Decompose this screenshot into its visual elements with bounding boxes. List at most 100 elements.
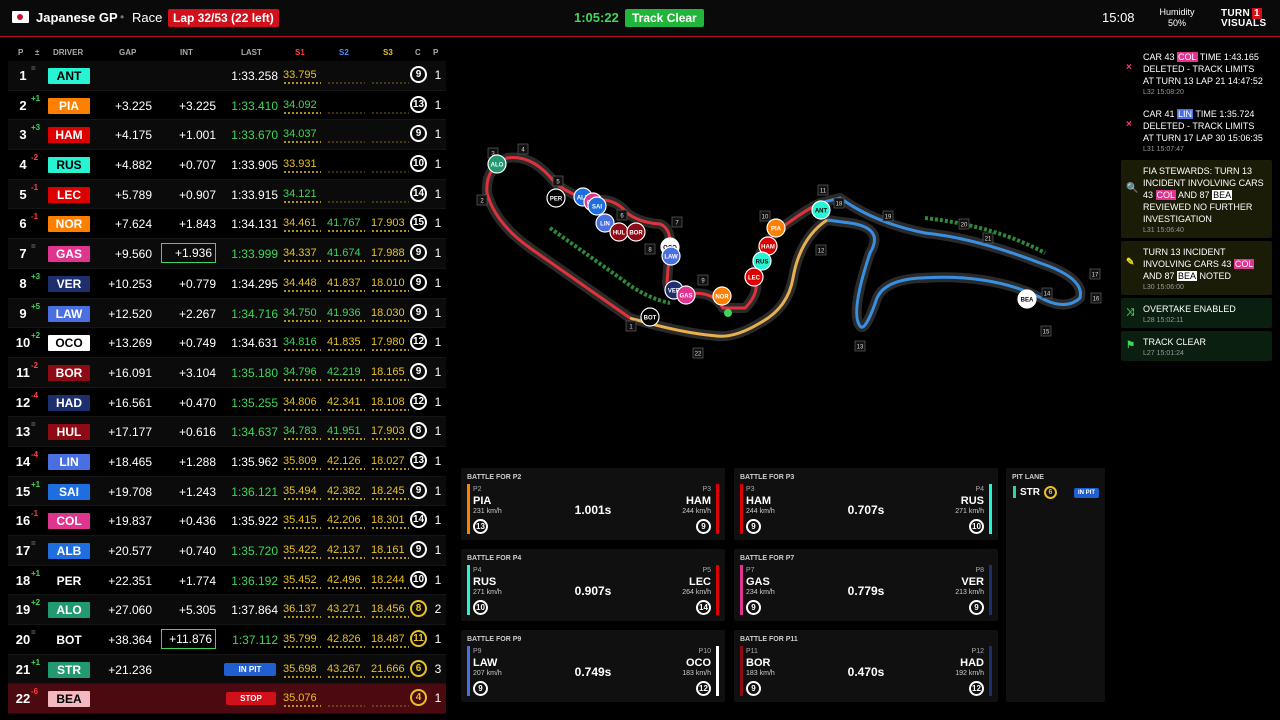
sector-s3: 18.487 [371, 633, 405, 646]
defender-position: P12 [971, 648, 984, 655]
last-lap-time: 1:35.962 [231, 454, 278, 469]
race-clock: 1:05:22 [574, 10, 619, 25]
timing-row[interactable]: 1 = ANT 1:33.258 33.795 9 1 [8, 61, 446, 91]
driver-code-tag[interactable]: GAS [48, 246, 90, 263]
driver-code-tag[interactable]: ALB [48, 543, 90, 559]
timing-row[interactable]: 11 -2 BOR +16.091 +3.104 1:35.180 34.796 42.219… [8, 357, 446, 388]
mini-sector-bar [327, 111, 365, 114]
driver-code-tag[interactable]: LIN [48, 453, 90, 470]
timing-row[interactable]: 7 = GAS +9.560 +1.936 1:33.999 34.337 41.674 17.… [8, 239, 446, 269]
timing-row[interactable]: 2 +1 PIA +3.225 +3.225 1:33.410 34.092 13 1 [8, 91, 446, 121]
timing-row[interactable]: 12 -4 HAD +16.561 +0.470 1:35.255 34.806 42.341… [8, 388, 446, 418]
driver-code-tag[interactable]: STR [48, 661, 90, 678]
timing-row[interactable]: 4 -2 RUS +4.882 +0.707 1:33.905 33.931 10 1 [8, 150, 446, 180]
driver-code-tag[interactable]: ALO [48, 602, 90, 619]
driver-code-tag[interactable]: SAI [48, 483, 90, 500]
driver-code-tag[interactable]: BEA [48, 691, 90, 708]
driver-code-tag[interactable]: VER [48, 275, 90, 292]
defender-team-color [989, 484, 992, 534]
defender-team-color [716, 565, 719, 615]
driver-code-tag[interactable]: LAW [48, 305, 90, 322]
sector-s2: 42.341 [327, 395, 361, 408]
mini-sector-bar [371, 408, 409, 411]
timing-row[interactable]: 16 -1 COL +19.837 +0.436 1:35.922 35.415 42.206… [8, 506, 446, 536]
turn-number: 17 [1092, 273, 1099, 279]
driver-code-tag[interactable]: BOR [48, 364, 90, 381]
message-segment: AND 87 [1143, 271, 1178, 281]
car-code: ANT [815, 209, 828, 215]
mini-sector-bar [283, 616, 321, 619]
timing-row[interactable]: 21 +1 STR +21.236 IN PIT 35.698 43.267 21.666 6 3 [8, 654, 446, 685]
driver-highlight: COL [1155, 190, 1177, 200]
battle-card[interactable]: BATTLE FOR P11 P11 BOR 183 km/h 9 0.470s P12 HA… [734, 630, 998, 702]
col-pos: P [18, 48, 24, 57]
timing-row[interactable]: 5 -1 LEC +5.789 +0.907 1:33.915 34.121 14 1 [8, 179, 446, 210]
col-s1: S1 [295, 48, 305, 57]
driver-code-tag[interactable]: LEC [48, 186, 90, 203]
attacker-code: GAS [746, 576, 770, 588]
race-control-message: ⚑ TRACK CLEAR L27 15:01:24 [1121, 331, 1272, 361]
driver-code-tag[interactable]: BOT [48, 632, 90, 649]
defender-position: P4 [975, 486, 984, 493]
driver-code-tag[interactable]: OCO [48, 335, 90, 352]
driver-code-tag[interactable]: ANT [48, 68, 90, 84]
defender-tire-icon: 10 [969, 519, 984, 534]
car-marker [766, 218, 786, 238]
interval: +0.749 [178, 336, 216, 351]
battle-card[interactable]: BATTLE FOR P7 P7 GAS 234 km/h 9 0.779s P8 VER 21… [734, 549, 998, 621]
timing-row[interactable]: 3 +3 HAM +4.175 +1.001 1:33.670 34.037 9 1 [8, 120, 446, 151]
driver-code-tag[interactable]: PIA [48, 97, 90, 114]
timing-row[interactable]: 18 +1 PER +22.351 +1.774 1:36.192 35.452 42.496… [8, 566, 446, 596]
mini-sector-bar [283, 260, 321, 263]
message-segment: OVERTAKE ENABLED [1143, 304, 1236, 314]
message-text: TURN 13 INCIDENT INVOLVING CARS 43 COL A… [1143, 246, 1266, 282]
sector-s1: 35.415 [283, 514, 317, 527]
driver-code-tag[interactable]: HUL [48, 424, 90, 441]
battle-card[interactable]: BATTLE FOR P4 P4 RUS 271 km/h 10 0.907s P5 LEC 2… [461, 549, 725, 621]
timing-row[interactable]: 14 -4 LIN +18.465 +1.288 1:35.962 35.809 42.126… [8, 447, 446, 477]
timing-row[interactable]: 19 +2 ALO +27.060 +5.305 1:37.864 36.137 43.271… [8, 595, 446, 626]
timing-row[interactable]: 22 -6 BEA STOP 35.076 4 1 [8, 684, 446, 715]
interval: +0.907 [178, 187, 216, 202]
timing-row[interactable]: 6 -1 NOR +7.624 +1.843 1:34.131 34.461 41.767 17… [8, 209, 446, 240]
driver-code-tag[interactable]: RUS [48, 157, 90, 174]
car-code: NOR [715, 295, 729, 301]
timing-row[interactable]: 10 +2 OCO +13.269 +0.749 1:34.631 34.816 41.835… [8, 328, 446, 358]
turn-number: 13 [857, 345, 864, 351]
mini-sector-bar [327, 289, 365, 292]
defender-speed: 192 km/h [955, 670, 984, 677]
position-change: +1 [31, 568, 41, 578]
tire-compound-icon: 9 [410, 362, 427, 380]
turn-marker [833, 197, 845, 209]
driver-code-tag[interactable]: HAM [48, 127, 90, 144]
header-separator: • [120, 10, 125, 24]
driver-code-tag[interactable]: PER [48, 572, 90, 589]
driver-code-tag[interactable]: NOR [48, 216, 90, 233]
car-marker [744, 267, 764, 287]
timing-row[interactable]: 9 +5 LAW +12.520 +2.267 1:34.716 34.750 41.936 1… [8, 298, 446, 329]
battle-card[interactable]: BATTLE FOR P3 P3 HAM 244 km/h 9 0.707s P4 RUS 27… [734, 468, 998, 540]
sector-s3: 18.456 [371, 603, 405, 616]
defender-team-color [716, 646, 719, 696]
timing-row[interactable]: 13 = HUL +17.177 +0.616 1:34.637 34.783 41.951 1… [8, 417, 446, 447]
lap-counter-badge: Lap 32/53 (22 left) [168, 9, 279, 27]
message-text: TRACK CLEAR [1143, 336, 1266, 348]
sector-s3: 17.988 [371, 247, 405, 260]
battle-card[interactable]: BATTLE FOR P9 P9 LAW 207 km/h 9 0.749s P10 OCO 1… [461, 630, 725, 702]
car-marker [587, 196, 607, 216]
attacker-position: P2 [473, 486, 482, 493]
sector-s1: 34.806 [283, 395, 317, 408]
driver-code-tag[interactable]: HAD [48, 394, 90, 411]
race-control-message: × CAR 43 COL TIME 1:43.165 DELETED - TRAC… [1121, 46, 1272, 100]
mini-sector-bar [327, 141, 365, 144]
pit-stop-count: 1 [434, 97, 442, 112]
turn-marker [1040, 325, 1052, 337]
timing-row[interactable]: 20 = BOT +38.364 +11.876 1:37.112 35.799 42.826… [8, 625, 446, 655]
timing-row[interactable]: 15 +1 SAI +19.708 +1.243 1:36.121 35.494 42.382… [8, 476, 446, 507]
battle-card[interactable]: BATTLE FOR P2 P2 PIA 231 km/h 13 1.001s P3 HAM 2… [461, 468, 725, 540]
timing-row[interactable]: 17 = ALB +20.577 +0.740 1:35.720 35.422 42.137 1… [8, 536, 446, 566]
timing-row[interactable]: 8 +3 VER +10.253 +0.779 1:34.295 34.448 41.837 1… [8, 269, 446, 299]
message-segment: FIA STEWARDS: TURN 13 INCIDENT INVOLVING… [1143, 166, 1264, 200]
driver-code-tag[interactable]: COL [48, 513, 90, 530]
defender-team-color [989, 646, 992, 696]
